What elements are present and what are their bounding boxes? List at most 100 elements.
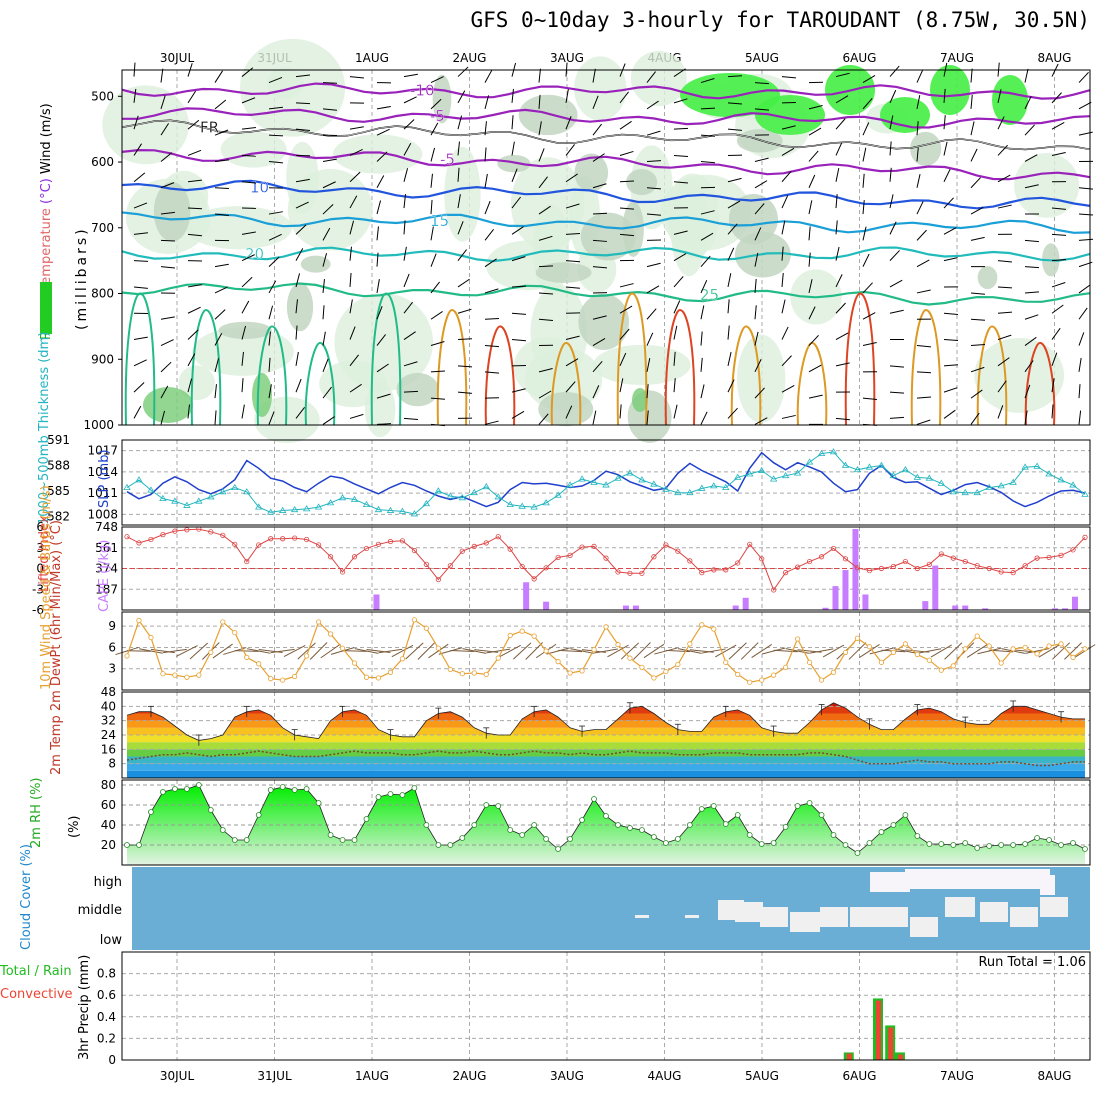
wind-barb xyxy=(1079,72,1089,82)
wind-barb xyxy=(674,155,688,156)
wind-barb xyxy=(323,332,325,346)
page-title: GFS 0~10day 3-hourly for TAROUDANT (8.75… xyxy=(300,8,1090,32)
wind-barb xyxy=(134,261,148,262)
wind-barb xyxy=(188,91,196,103)
wind-speed-point xyxy=(999,661,1003,665)
wind-speed-point xyxy=(1035,652,1039,656)
wind-speed-point xyxy=(221,620,225,624)
wind-barb xyxy=(1052,283,1065,287)
rh-point xyxy=(232,838,237,843)
x-tick-label-bottom: 1AUG xyxy=(355,1069,389,1083)
wind-barb xyxy=(458,67,468,77)
rh-point xyxy=(436,843,441,848)
wind-barb xyxy=(512,340,526,341)
wind-barb xyxy=(755,158,769,161)
rh-point xyxy=(867,841,872,846)
wind-speed-point xyxy=(700,623,704,627)
wind-barb xyxy=(350,127,364,129)
wind-barb xyxy=(485,70,492,82)
wind-barb xyxy=(323,305,324,319)
rh-point xyxy=(268,788,273,793)
wind-barb xyxy=(1079,132,1093,135)
wind-barb xyxy=(1025,240,1039,241)
wind-speed-point xyxy=(197,673,201,677)
wind-barb xyxy=(161,240,175,241)
wind-barb xyxy=(863,174,864,188)
wind-barb xyxy=(944,340,958,341)
li-point xyxy=(1083,535,1087,539)
wind-barb xyxy=(458,91,465,103)
cloud-middle-block xyxy=(760,907,788,927)
rh-point xyxy=(831,833,836,838)
wind-barb xyxy=(701,358,702,372)
wind-barb xyxy=(998,287,1012,288)
rh-point xyxy=(891,823,896,828)
wind-barb xyxy=(701,412,707,425)
wind-speed-point xyxy=(843,650,847,654)
wind-barb xyxy=(782,356,792,366)
x-tick-label-bottom: 7AUG xyxy=(940,1069,974,1083)
wind-speed-point xyxy=(436,646,440,650)
rh-point xyxy=(184,787,189,792)
wind-barb xyxy=(296,248,303,260)
wind-barb xyxy=(674,405,677,419)
wind-barb xyxy=(917,290,931,293)
rh-shade-area xyxy=(1014,153,1079,218)
temp-tick-label: 16 xyxy=(101,742,116,756)
cape-ylabel: CAPE (J/kg) xyxy=(97,540,112,612)
rh-ylabel-units: (%) xyxy=(67,816,82,839)
rh-point xyxy=(939,842,944,847)
cloud-high-block xyxy=(1040,875,1055,895)
rh-point xyxy=(376,795,381,800)
rh-point xyxy=(568,837,573,842)
wind-barb xyxy=(836,333,848,340)
wind-tick-label: 9 xyxy=(108,619,116,633)
pressure-tick-label: 600 xyxy=(91,155,114,169)
wind-barb xyxy=(377,176,384,188)
rh-high-area xyxy=(930,65,970,115)
wind-barb xyxy=(215,264,229,266)
cape-bar xyxy=(373,594,379,610)
cloud-middle-block xyxy=(850,907,880,927)
wind-speed-point xyxy=(496,656,500,660)
wind-speed-point xyxy=(987,644,991,648)
rh-point xyxy=(484,803,489,808)
wind-barb xyxy=(161,340,174,346)
wind-speed-point xyxy=(161,671,165,675)
rh-shading xyxy=(102,39,1079,443)
temp-band xyxy=(122,771,1090,778)
wind-speed-point xyxy=(759,678,763,682)
wind-speed-point xyxy=(676,662,680,666)
cloud-middle-block xyxy=(910,917,938,937)
wind-speed-point xyxy=(388,670,392,674)
wind-barb xyxy=(512,115,513,129)
rh-shade-area xyxy=(631,51,687,106)
wind-speed-point xyxy=(688,642,692,646)
wind-barb xyxy=(620,404,621,418)
wind-speed-point xyxy=(963,647,967,651)
wind-speed-point xyxy=(245,655,249,659)
temp-band xyxy=(122,699,1090,706)
wind-barb xyxy=(134,337,148,339)
cape-bar xyxy=(852,529,858,610)
precip-tick-label: 0 xyxy=(108,1053,116,1067)
wind-barb xyxy=(134,406,141,418)
wind-barb xyxy=(809,226,810,240)
wind-barb xyxy=(431,254,436,267)
rh-point xyxy=(592,797,597,802)
rh-point xyxy=(340,838,345,843)
wind-speed-point xyxy=(771,673,775,677)
wind-barb xyxy=(836,143,842,156)
wind-barb xyxy=(836,363,850,366)
x-tick-label-top: 2AUG xyxy=(453,51,487,65)
temp-band xyxy=(122,714,1090,721)
wind-speed-point xyxy=(855,636,859,640)
wind-barb xyxy=(755,305,756,319)
pressure-tick-label: 800 xyxy=(91,287,114,301)
precip-conv-bar xyxy=(876,1001,881,1060)
temp-band xyxy=(122,735,1090,742)
rh-shade-area xyxy=(593,345,690,385)
cape-bar xyxy=(1072,597,1078,610)
cloud-ylabel: Cloud Cover (%) xyxy=(19,844,34,950)
wind-barb xyxy=(485,346,499,347)
